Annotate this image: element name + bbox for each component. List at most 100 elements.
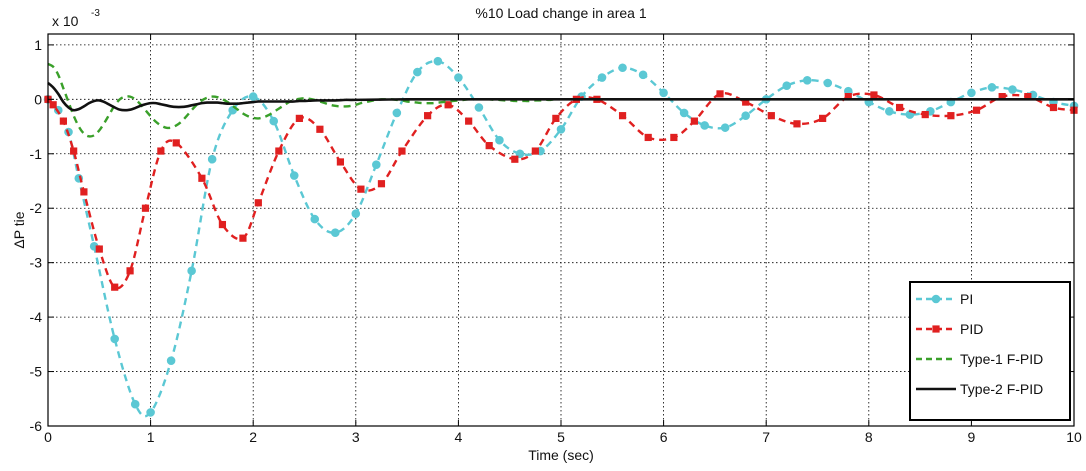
data-point [932,325,940,333]
y-tick-label: -3 [30,255,43,271]
series-layer [43,56,1079,418]
series-pid [44,90,1078,291]
ticks: 0 1 2 3 4 5 6 7 8 9 10 -6 -5 -4 -3 -2 -1 0 1 [30,34,1082,445]
data-point [819,114,827,122]
data-point [597,73,607,82]
data-point [316,125,324,133]
data-point [330,228,340,238]
legend: PI PID Type-1 F-PID Type-2 F-PID [909,281,1071,421]
data-point [433,56,443,66]
x-tick-label: 8 [865,429,873,445]
y-tick-label: 1 [34,37,42,53]
data-point [987,83,997,92]
data-point [157,147,165,155]
data-point [870,91,878,99]
y-exponent-power: -3 [91,8,100,19]
data-point [552,114,560,122]
data-point [679,108,689,118]
legend-label: Type-1 F-PID [960,351,1043,367]
data-point [275,147,283,155]
data-point [793,120,801,128]
data-point [823,78,833,88]
data-point [111,283,119,291]
data-point [885,107,894,116]
data-point [336,158,345,166]
chart-title: %10 Load change in area 1 [475,5,646,21]
data-point [392,108,402,118]
data-point [59,117,67,125]
y-axis-label: ΔP tie [11,211,27,248]
data-point [70,147,78,155]
data-point [141,204,150,212]
y-tick-label: 0 [34,91,42,107]
data-point [187,266,196,276]
data-point [254,199,262,207]
data-point [289,171,299,180]
legend-item: PI [916,291,973,307]
data-point [1024,93,1032,101]
y-tick-label: -1 [30,146,43,162]
x-axis-label: Time (sec) [528,447,594,463]
data-point [618,112,627,120]
legend-item: PID [916,321,983,337]
data-point [95,245,103,253]
series-pi [43,56,1079,418]
data-point [377,180,386,188]
y-tick-label: -6 [30,418,43,434]
x-tick-label: 9 [968,429,976,445]
data-point [967,88,976,98]
data-point [444,101,452,109]
series-type-2-f-pid [47,81,1074,112]
y-exponent-label: x 10 [52,13,79,29]
data-point [782,81,792,91]
data-point [511,155,519,163]
x-tick-label: 2 [249,429,257,445]
data-point [1008,85,1017,94]
data-point [372,160,381,169]
data-point [998,93,1006,101]
y-tick-label: -2 [30,200,43,216]
series-line [47,81,1074,112]
data-point [172,139,180,147]
data-point [269,116,279,126]
x-tick-label: 10 [1066,429,1082,445]
data-point [110,334,119,344]
data-point [644,133,652,142]
data-point [248,92,258,101]
legend-label: PID [960,321,983,337]
data-point [767,112,775,120]
legend-item: Type-2 F-PID [916,381,1043,397]
x-tick-label: 5 [557,429,565,445]
data-point [742,98,750,106]
data-point [398,147,406,155]
data-point [295,114,303,122]
y-tick-label: -4 [30,309,43,325]
data-point [357,185,365,193]
data-point [556,124,566,134]
data-point [931,294,941,304]
data-point [49,101,57,109]
data-point [146,408,155,417]
data-point [690,117,698,125]
data-point [1049,103,1058,112]
data-point [844,93,852,101]
data-point [618,63,627,73]
data-point [207,154,217,164]
data-point [895,103,904,112]
x-tick-label: 0 [44,429,52,445]
data-point [198,174,206,182]
data-point [741,111,750,120]
y-tick-label: -5 [30,364,43,380]
data-point [495,135,504,145]
data-point [465,117,473,125]
data-point [700,121,709,130]
data-point [424,112,432,120]
data-point [659,88,668,98]
legend-label: Type-2 F-PID [960,381,1043,397]
data-point [351,209,361,218]
data-point [638,70,648,80]
data-point [126,267,134,275]
data-point [474,103,484,112]
